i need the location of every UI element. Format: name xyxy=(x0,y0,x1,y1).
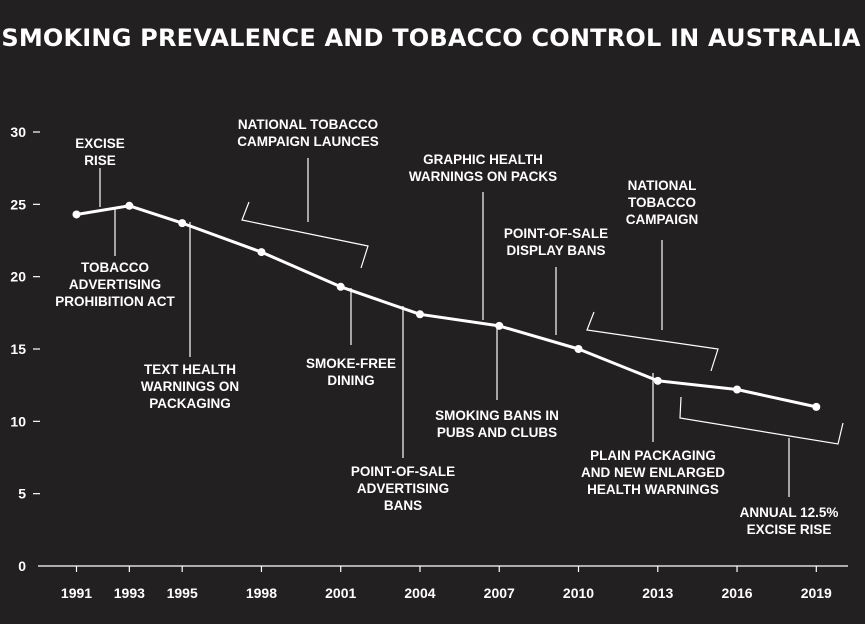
annotation-label: EXCISE xyxy=(75,136,125,151)
annotation-pos-advertising-bans: POINT-OF-SALE ADVERTISING BANS xyxy=(351,306,455,513)
data-point xyxy=(178,219,187,228)
data-point xyxy=(257,248,266,257)
y-tick-label: 5 xyxy=(18,486,26,502)
data-point xyxy=(574,345,583,353)
annotation-label: SMOKE-FREE xyxy=(306,356,396,371)
annotation-bracket xyxy=(586,311,719,372)
data-point xyxy=(415,310,424,319)
annotation-label: WARNINGS ON PACKS xyxy=(409,169,557,184)
data-point xyxy=(336,282,345,291)
annotation-label: POINT-OF-SALE xyxy=(351,464,455,479)
annotation-label: WARNINGS ON xyxy=(141,379,239,394)
annotation-label: ADVERTISING xyxy=(357,481,449,496)
data-point xyxy=(812,402,821,411)
annotation-text-health-warnings: TEXT HEALTH WARNINGS ON PACKAGING xyxy=(141,222,239,411)
annotation-label: AND NEW ENLARGED xyxy=(581,465,725,480)
data-point xyxy=(653,376,662,385)
annotation-label: NATIONAL xyxy=(628,178,697,193)
annotation-label: PROHIBITION ACT xyxy=(55,294,175,309)
annotation-label: SMOKING BANS IN xyxy=(435,408,559,423)
data-point xyxy=(125,201,134,210)
data-point xyxy=(495,321,504,330)
annotation-label: RISE xyxy=(84,153,116,168)
annotation-label: DINING xyxy=(327,373,374,388)
annotation-label: POINT-OF-SALE xyxy=(504,226,608,241)
annotation-bracket xyxy=(241,201,369,269)
annotation-label: HEALTH WARNINGS xyxy=(587,482,719,497)
x-tick-label: 2013 xyxy=(642,585,673,601)
annotation-label: PACKAGING xyxy=(149,396,231,411)
x-tick-label: 1991 xyxy=(61,585,92,601)
annotation-label: EXCISE RISE xyxy=(747,522,832,537)
x-tick-label: 1998 xyxy=(246,585,277,601)
annotation-label: ANNUAL 12.5% xyxy=(740,505,839,520)
annotation-label: PUBS AND CLUBS xyxy=(437,425,557,440)
annotation-label: GRAPHIC HEALTH xyxy=(423,152,543,167)
annotation-label: TEXT HEALTH xyxy=(144,362,236,377)
y-tick-label: 0 xyxy=(18,558,26,574)
data-point xyxy=(733,385,742,394)
x-tick-label: 2010 xyxy=(563,585,594,601)
x-tick-label: 2001 xyxy=(325,585,356,601)
annotation-label: TOBACCO xyxy=(81,260,149,275)
annotation-label: BANS xyxy=(384,498,422,513)
annotation-label: CAMPAIGN LAUNCES xyxy=(237,134,379,149)
annotation-graphic-health-warnings: GRAPHIC HEALTH WARNINGS ON PACKS xyxy=(409,152,557,320)
annotation-label: ADVERTISING xyxy=(69,277,161,292)
y-tick-label: 25 xyxy=(10,196,26,212)
annotation-annual-excise-rise: ANNUAL 12.5% EXCISE RISE xyxy=(679,396,844,537)
annotation-pos-display-bans: POINT-OF-SALE DISPLAY BANS xyxy=(504,226,608,335)
annotation-plain-packaging: PLAIN PACKAGING AND NEW ENLARGED HEALTH WA… xyxy=(581,373,725,497)
y-tick-label: 20 xyxy=(10,269,26,285)
x-tick-label: 2004 xyxy=(404,585,435,601)
annotation-national-tobacco-campaign-launces: NATIONAL TOBACCO CAMPAIGN LAUNCES xyxy=(237,117,379,269)
annotations: EXCISE RISE TOBACCO ADVERTISING PROHIBITION … xyxy=(55,117,844,537)
data-point xyxy=(72,210,81,219)
x-tick-label: 2019 xyxy=(801,585,832,601)
annotation-excise-rise: EXCISE RISE xyxy=(75,136,125,207)
x-tick-label: 2007 xyxy=(484,585,515,601)
x-tick-label: 2016 xyxy=(721,585,752,601)
annotation-smoking-bans-pubs-clubs: SMOKING BANS IN PUBS AND CLUBS xyxy=(435,324,559,440)
annotation-label: NATIONAL TOBACCO xyxy=(238,117,378,132)
annotation-bracket xyxy=(679,396,844,445)
annotation-label: DISPLAY BANS xyxy=(506,243,605,258)
annotation-label: CAMPAIGN xyxy=(626,212,699,227)
axes: 0 5 10 15 20 25 30 1991 1993 1995 1998 2001 2004 2007… xyxy=(10,124,848,601)
y-tick-label: 15 xyxy=(10,341,26,357)
annotation-smoke-free-dining: SMOKE-FREE DINING xyxy=(306,288,396,388)
chart-title: SMOKING PREVALENCE AND TOBACCO CONTROL I… xyxy=(1,24,861,52)
series xyxy=(72,201,821,411)
annotation-national-tobacco-campaign: NATIONAL TOBACCO CAMPAIGN xyxy=(586,178,719,372)
y-tick-label: 30 xyxy=(10,124,26,140)
annotation-label: TOBACCO xyxy=(628,195,696,210)
x-tick-label: 1995 xyxy=(167,585,198,601)
annotation-tobacco-advertising-prohibition-act: TOBACCO ADVERTISING PROHIBITION ACT xyxy=(55,209,175,309)
y-tick-label: 10 xyxy=(10,413,26,429)
annotation-label: PLAIN PACKAGING xyxy=(590,448,716,463)
x-tick-label: 1993 xyxy=(114,585,145,601)
